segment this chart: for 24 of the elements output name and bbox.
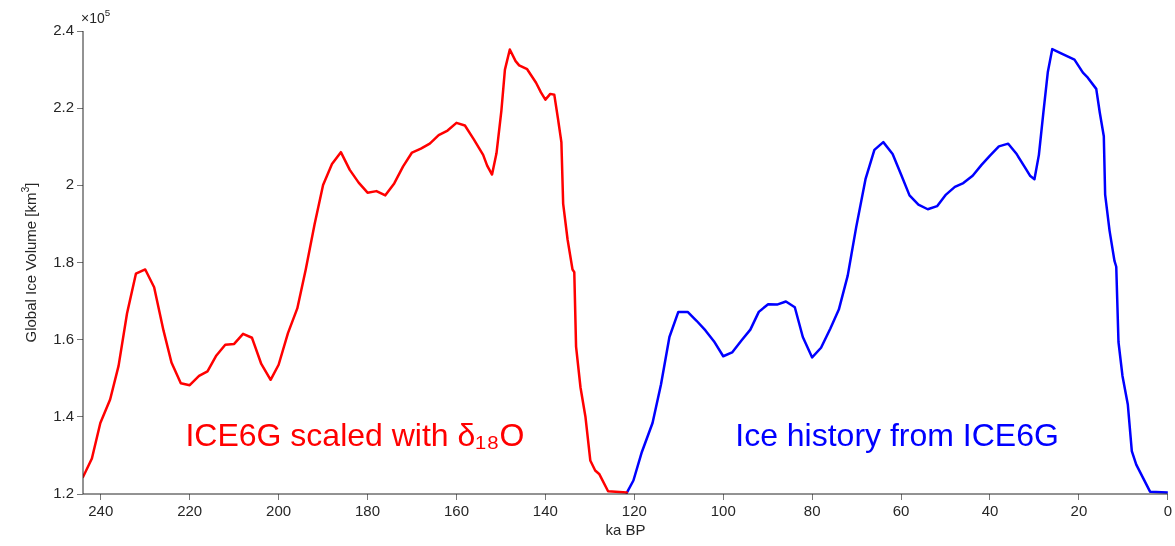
x-tick-label: 120: [621, 502, 647, 520]
y-tick-label: 1.6: [53, 329, 74, 347]
y-tick-label: 2: [65, 175, 74, 193]
x-tick-label: 40: [981, 502, 999, 520]
x-tick-label: 100: [710, 502, 736, 520]
x-tick-label: 240: [88, 502, 114, 520]
x-tick-label: 200: [266, 502, 292, 520]
x-tick-label: 160: [443, 502, 469, 520]
x-tick-label: 140: [532, 502, 558, 520]
y-tick-label: 1.8: [53, 252, 74, 270]
x-tick-label: 220: [177, 502, 203, 520]
y-tick-label: 2.4: [53, 21, 74, 39]
y-tick-label: 1.4: [53, 406, 74, 424]
x-tick-label: 0: [1163, 502, 1172, 520]
y-tick-label: 1.2: [53, 484, 74, 502]
series-label: ICE6G scaled with δ₁₈O: [185, 416, 525, 453]
x-tick-label: 20: [1070, 502, 1088, 520]
x-tick-label: 180: [355, 502, 381, 520]
x-axis-title: ka BP: [605, 521, 646, 539]
y-axis-title: Global Ice Volume [km3]: [18, 182, 40, 343]
x-tick-label: 60: [892, 502, 910, 520]
y-tick-label: 2.2: [53, 98, 74, 116]
x-tick-label: 80: [803, 502, 821, 520]
series-label: Ice history from ICE6G: [735, 416, 1059, 453]
